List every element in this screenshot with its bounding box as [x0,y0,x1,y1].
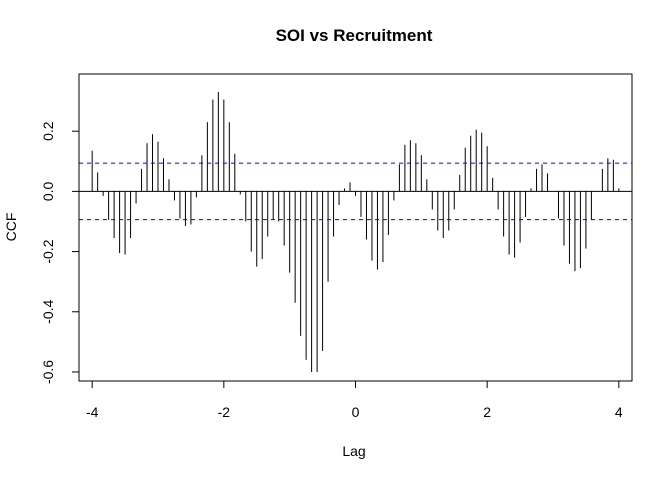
x-tick-label: 0 [352,404,360,420]
y-tick-label: 0.2 [40,121,56,141]
y-axis-label: CCF [3,213,19,242]
y-axis: -0.6 -0.4 -0.2 0.0 0.2 [40,121,80,384]
y-tick-label: -0.4 [40,299,56,323]
plot-frame [78,73,633,382]
y-tick-label: -0.2 [40,239,56,263]
x-axis-label: Lag [342,443,365,459]
y-tick-label: 0.0 [40,181,56,201]
ccf-bars [91,92,620,372]
x-tick-label: -2 [218,404,231,420]
x-axis: -4 -2 0 2 4 [86,380,623,420]
chart-title: SOI vs Recruitment [276,26,433,45]
x-tick-label: -4 [86,404,99,420]
y-tick-label: -0.6 [40,360,56,384]
x-tick-label: 2 [483,404,491,420]
x-tick-label: 4 [615,404,623,420]
